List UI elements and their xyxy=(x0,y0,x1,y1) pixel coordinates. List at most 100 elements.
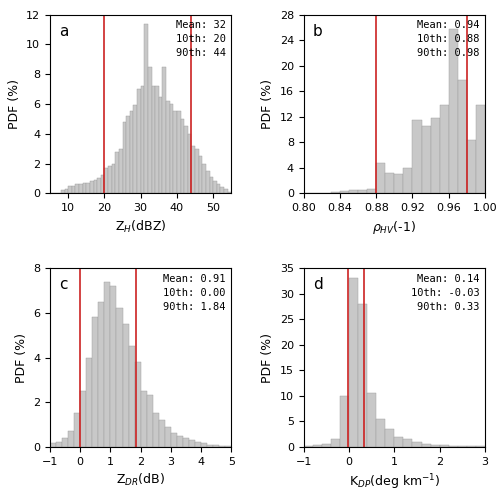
Bar xyxy=(349,278,358,447)
Bar xyxy=(440,105,448,193)
Text: Mean: 0.14
10th: -0.03
90th: 0.33: Mean: 0.14 10th: -0.03 90th: 0.33 xyxy=(411,273,480,312)
Bar xyxy=(220,188,224,193)
Bar xyxy=(331,439,340,447)
Bar xyxy=(72,186,76,193)
Bar xyxy=(104,168,108,193)
Bar xyxy=(367,189,376,193)
Bar xyxy=(110,286,116,447)
Bar xyxy=(386,429,394,447)
Bar xyxy=(146,395,152,447)
Bar xyxy=(130,111,134,193)
Bar xyxy=(404,439,412,447)
Bar xyxy=(101,175,104,193)
Bar xyxy=(56,442,62,447)
Bar xyxy=(171,434,177,447)
Bar xyxy=(412,442,422,447)
Bar xyxy=(94,180,97,193)
Bar xyxy=(68,431,74,447)
Bar xyxy=(104,282,110,447)
Bar xyxy=(137,89,140,193)
Y-axis label: PDF (%): PDF (%) xyxy=(14,332,28,382)
Bar xyxy=(140,86,144,193)
Bar xyxy=(159,97,162,193)
Bar xyxy=(430,118,440,193)
Bar xyxy=(119,149,122,193)
Bar xyxy=(183,438,189,447)
Bar xyxy=(358,190,367,193)
Bar xyxy=(440,445,448,447)
Bar xyxy=(210,177,213,193)
Bar xyxy=(68,186,72,193)
Bar xyxy=(458,446,467,447)
Bar xyxy=(304,192,313,193)
Bar xyxy=(195,442,201,447)
Bar xyxy=(430,445,440,447)
Bar xyxy=(313,192,322,193)
Bar xyxy=(122,324,128,447)
Bar xyxy=(412,120,422,193)
Bar xyxy=(140,391,146,447)
Bar xyxy=(219,446,225,447)
Bar xyxy=(376,163,386,193)
Y-axis label: PDF (%): PDF (%) xyxy=(262,332,274,382)
Bar xyxy=(174,111,177,193)
Bar xyxy=(476,105,485,193)
Bar xyxy=(82,183,86,193)
Bar xyxy=(108,166,112,193)
Bar xyxy=(180,119,184,193)
Bar xyxy=(386,173,394,193)
Bar xyxy=(467,446,476,447)
Bar xyxy=(458,80,467,193)
Bar xyxy=(195,149,198,193)
Bar xyxy=(448,29,458,193)
Bar xyxy=(134,362,140,447)
Bar xyxy=(376,419,386,447)
Text: Mean: 32
10th: 20
90th: 44: Mean: 32 10th: 20 90th: 44 xyxy=(176,20,226,58)
Bar xyxy=(50,443,56,447)
Bar xyxy=(80,391,86,447)
Bar xyxy=(189,440,195,447)
Text: c: c xyxy=(59,277,68,292)
Bar xyxy=(213,445,219,447)
Bar xyxy=(217,184,220,193)
Bar xyxy=(112,164,115,193)
X-axis label: Z$_{DR}$(dB): Z$_{DR}$(dB) xyxy=(116,472,165,488)
Bar xyxy=(192,146,195,193)
Bar xyxy=(213,181,217,193)
Bar xyxy=(162,67,166,193)
Bar xyxy=(165,427,171,447)
Bar xyxy=(144,24,148,193)
Bar xyxy=(126,116,130,193)
Bar xyxy=(62,438,68,447)
Bar xyxy=(86,183,90,193)
Bar xyxy=(128,346,134,447)
Bar xyxy=(184,126,188,193)
Bar xyxy=(206,171,210,193)
X-axis label: Z$_{H}$(dBZ): Z$_{H}$(dBZ) xyxy=(115,218,166,235)
Y-axis label: PDF (%): PDF (%) xyxy=(261,79,274,129)
Bar xyxy=(86,357,92,447)
Bar xyxy=(76,184,79,193)
Bar xyxy=(188,134,192,193)
Bar xyxy=(207,444,213,447)
Bar xyxy=(159,420,165,447)
Text: Mean: 0.94
10th: 0.88
90th: 0.98: Mean: 0.94 10th: 0.88 90th: 0.98 xyxy=(417,20,480,58)
Bar xyxy=(467,140,476,193)
Bar xyxy=(201,443,207,447)
Text: b: b xyxy=(313,24,322,39)
Bar xyxy=(166,101,170,193)
Bar xyxy=(340,396,349,447)
Text: a: a xyxy=(59,24,69,39)
Bar xyxy=(92,317,98,447)
Bar xyxy=(61,191,64,193)
Bar xyxy=(148,67,152,193)
Bar xyxy=(90,181,94,193)
Bar xyxy=(394,436,404,447)
Bar xyxy=(331,192,340,193)
Bar xyxy=(228,192,231,193)
Bar xyxy=(225,446,231,447)
Y-axis label: PDF (%): PDF (%) xyxy=(8,79,20,129)
Bar xyxy=(74,413,80,447)
Bar xyxy=(422,444,430,447)
Bar xyxy=(155,86,159,193)
